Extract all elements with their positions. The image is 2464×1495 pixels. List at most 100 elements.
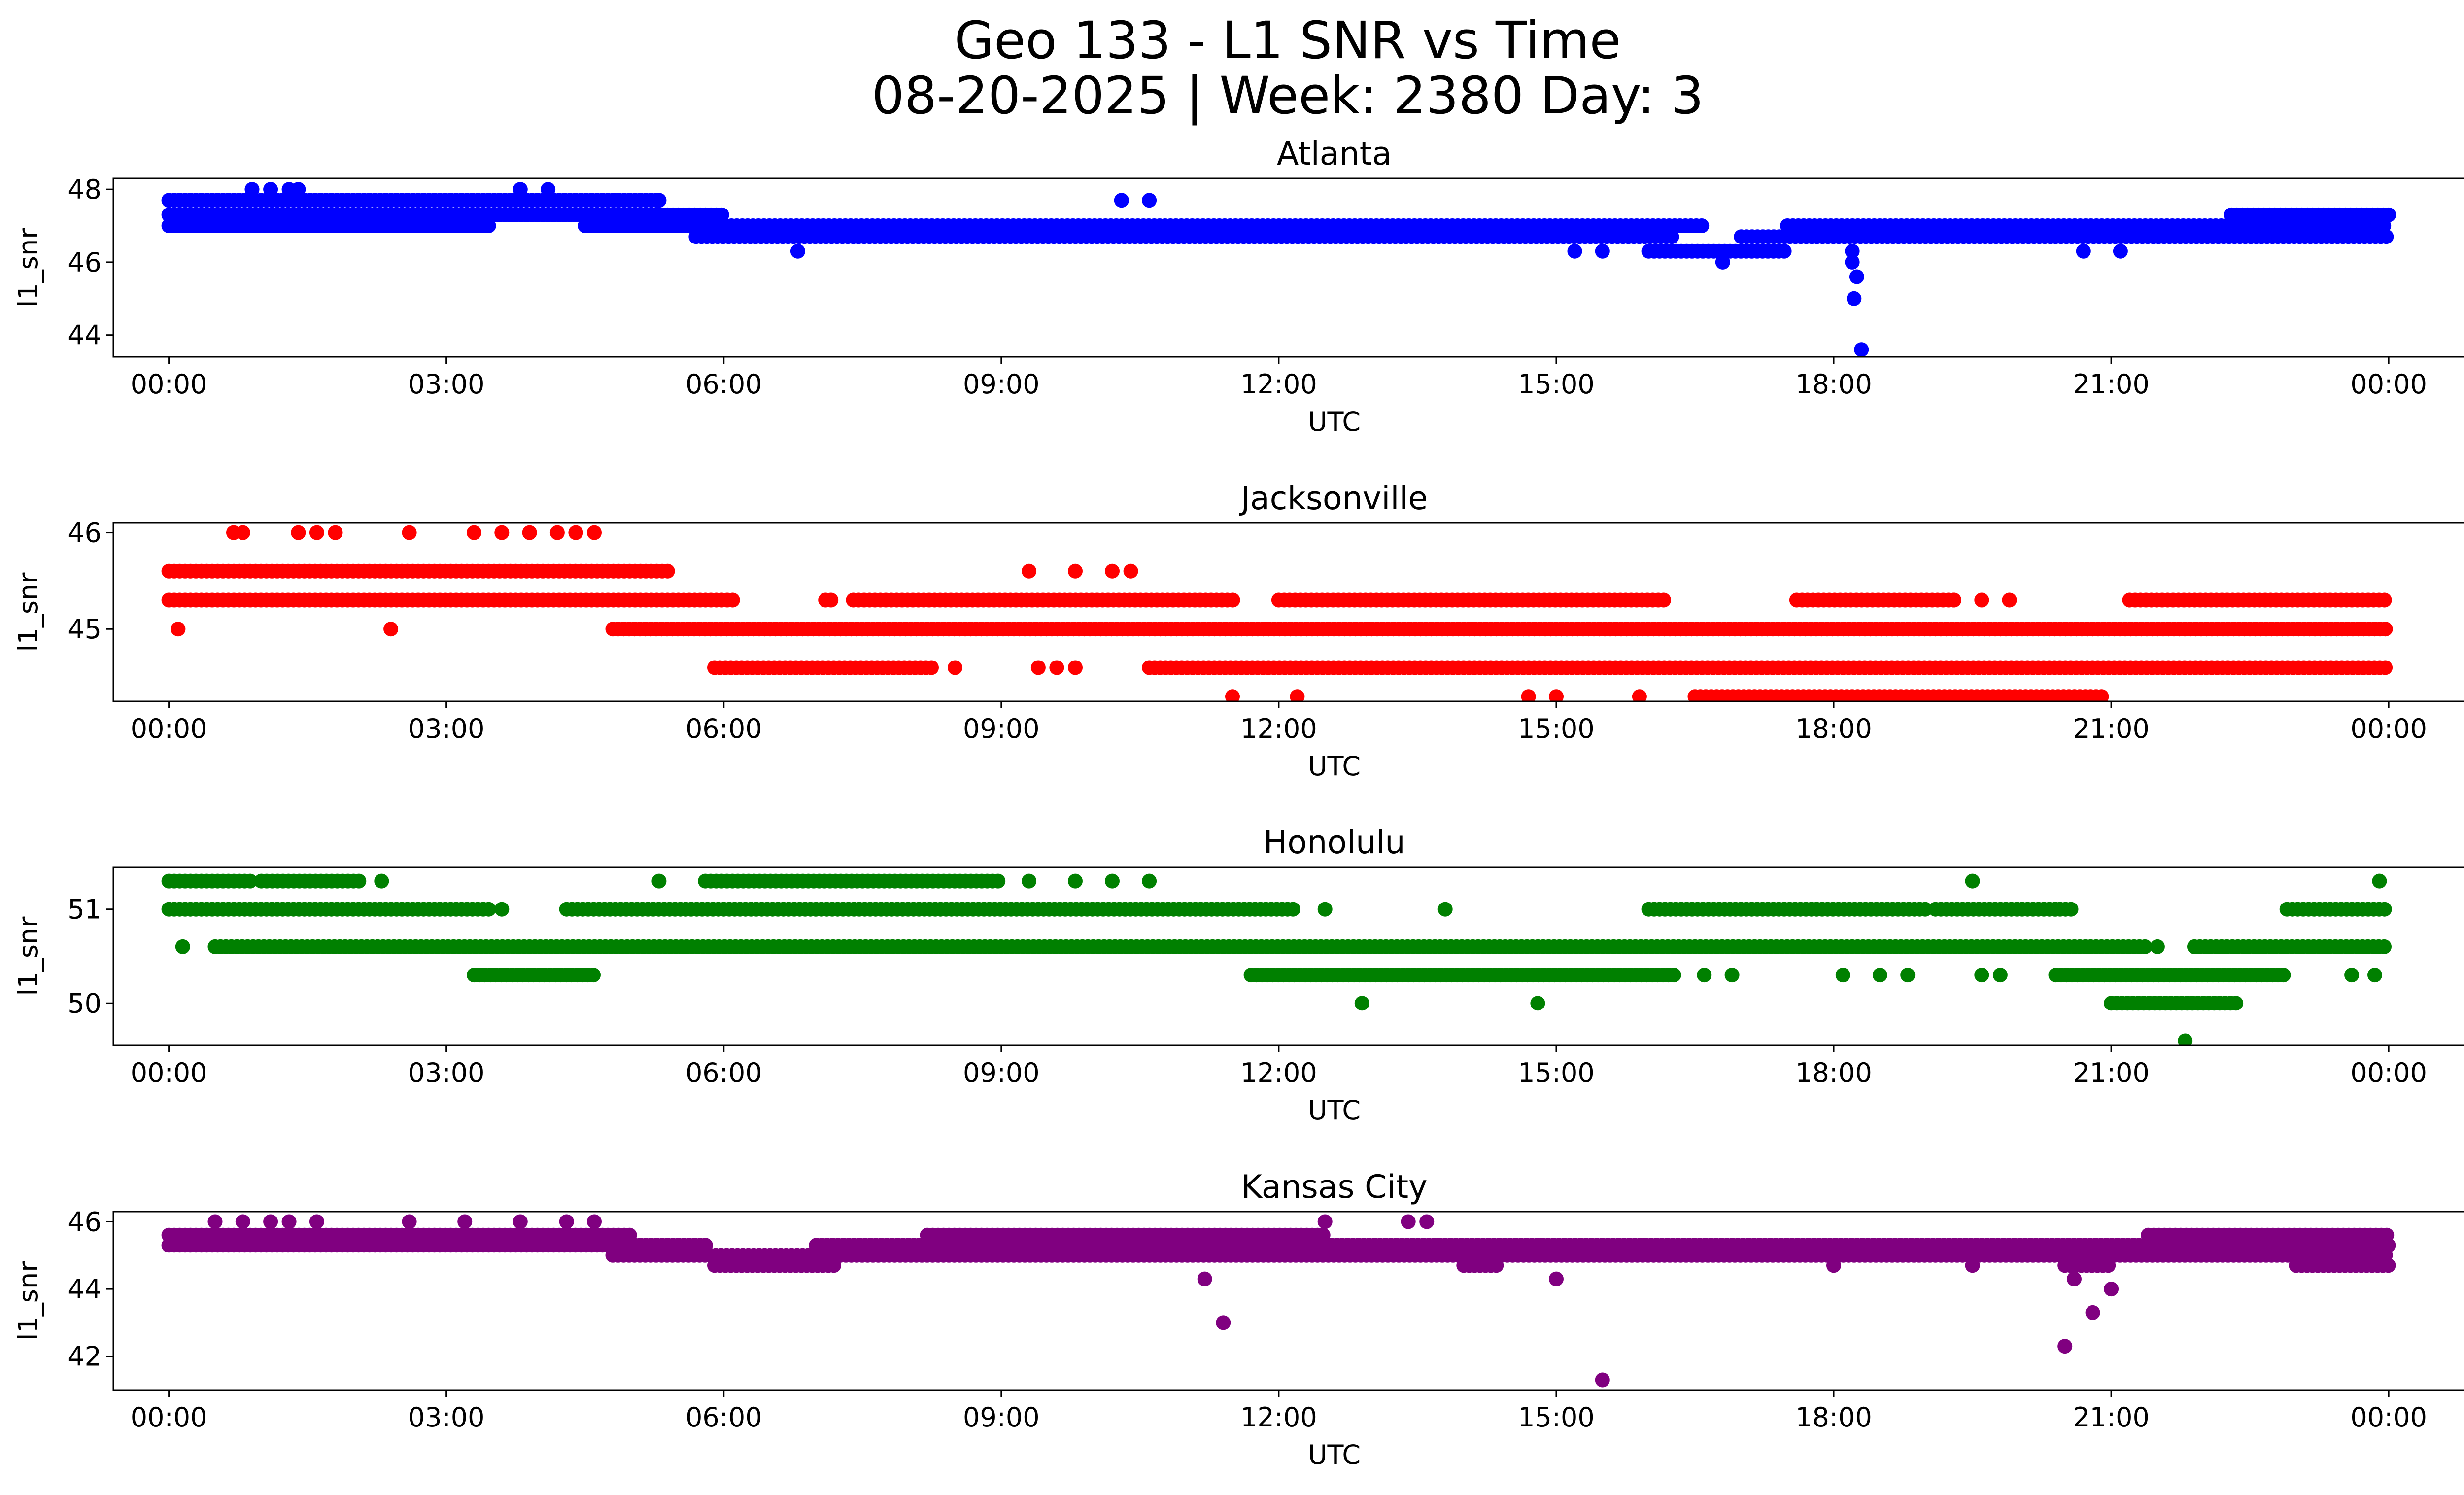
data-point <box>1437 902 1453 917</box>
subplot-jacksonville: Jacksonville 00:00 03:00 06:00 09:00 12:00 15:… <box>13 480 2464 782</box>
data-point <box>1694 218 1710 233</box>
scatter-series <box>161 182 2396 357</box>
data-point <box>481 218 496 233</box>
y-tick-label: 44 <box>68 320 102 351</box>
data-point <box>1974 968 1989 983</box>
x-tick-label: 12:00 <box>1240 713 1317 744</box>
x-tick-label: 03:00 <box>408 1057 485 1088</box>
y-tick-label: 50 <box>68 988 102 1019</box>
data-point <box>1845 254 1860 270</box>
data-point <box>1845 243 1860 259</box>
x-tick-label: 00:00 <box>131 1057 207 1088</box>
data-point <box>1854 342 1869 357</box>
data-point <box>2377 939 2392 954</box>
snr-band-1-seg-3 <box>1928 902 2079 917</box>
data-point <box>1595 243 1610 259</box>
axes-frame <box>112 866 2464 1046</box>
data-point <box>2378 660 2393 675</box>
snr-band-3-seg-0 <box>707 1258 841 1273</box>
data-point <box>1521 689 1536 701</box>
y-axis-label: l1_snr <box>13 1261 44 1341</box>
snr-band-1-seg-2 <box>846 592 1240 608</box>
data-point <box>328 525 343 540</box>
data-point <box>2377 592 2392 608</box>
y-tick-label: 46 <box>68 518 102 549</box>
x-tick-label: 06:00 <box>685 713 762 744</box>
data-point <box>2057 1339 2073 1354</box>
data-point <box>1872 968 1887 983</box>
x-tick-label: 15:00 <box>1518 369 1595 400</box>
data-point <box>291 525 306 540</box>
data-point <box>1835 968 1850 983</box>
data-point <box>494 525 510 540</box>
data-point <box>587 525 602 540</box>
data-point <box>1197 1271 1212 1286</box>
x-tick-label: 21:00 <box>2073 713 2150 744</box>
data-point <box>1225 592 1240 608</box>
data-point <box>235 525 250 540</box>
data-point <box>1022 563 1037 579</box>
data-point <box>651 873 667 889</box>
x-tick-label: 12:00 <box>1240 369 1317 400</box>
data-point <box>1105 563 1120 579</box>
snr-band-3-seg-2 <box>2048 968 2291 983</box>
x-axis-label: UTC <box>1308 1095 1361 1126</box>
data-point <box>1354 996 1369 1011</box>
data-point <box>2067 1271 2082 1286</box>
data-point <box>2372 873 2387 889</box>
snr-band-1-seg-0 <box>161 592 740 608</box>
x-tick-label: 15:00 <box>1518 1057 1595 1088</box>
snr-band-0-seg-2 <box>698 873 1006 889</box>
snr-band-2-seg-0 <box>207 939 2153 954</box>
x-tick-label: 09:00 <box>963 369 1040 400</box>
snr-band-1-seg-1 <box>559 902 1300 917</box>
x-tick-label: 06:00 <box>685 369 762 400</box>
data-point <box>1715 254 1730 270</box>
x-tick-label: 21:00 <box>2073 1057 2150 1088</box>
y-tick-label: 44 <box>68 1274 102 1305</box>
data-point <box>171 622 186 637</box>
data-point <box>374 873 389 889</box>
snr-band-1-seg-2 <box>1641 902 1933 917</box>
snr-band-2-seg-0 <box>161 218 496 233</box>
x-tick-label: 21:00 <box>2073 1402 2150 1433</box>
data-point <box>586 968 601 983</box>
x-axis-label: UTC <box>1308 751 1361 782</box>
data-point <box>587 1214 602 1229</box>
data-point <box>2228 996 2244 1011</box>
data-point <box>351 873 367 889</box>
x-tick-label: 00:00 <box>131 713 207 744</box>
x-tick-label: 15:00 <box>1518 1402 1595 1433</box>
data-point <box>309 1214 324 1229</box>
data-point <box>1216 1315 1231 1330</box>
data-point <box>2113 243 2128 259</box>
data-point <box>2378 622 2393 637</box>
data-point <box>1632 689 1647 701</box>
data-point <box>2381 1258 2396 1273</box>
x-tick-label: 00:00 <box>2350 713 2427 744</box>
data-point <box>1947 592 1961 608</box>
x-tick-label: 00:00 <box>131 369 207 400</box>
subplot-title: Jacksonville <box>1239 480 1428 517</box>
data-point <box>1595 1372 1610 1388</box>
subplot-title: Honolulu <box>1263 824 1405 861</box>
data-point <box>1030 660 1046 675</box>
snr-band-0-seg-0 <box>161 563 675 579</box>
data-point <box>2137 939 2153 954</box>
data-point <box>924 660 939 675</box>
snr-band-1-seg-5 <box>2122 592 2392 608</box>
snr-band-3-seg-0 <box>467 968 601 983</box>
snr-band-4-seg-0 <box>1687 689 2109 701</box>
snr-band-3-seg-2 <box>2057 1258 2116 1273</box>
data-point <box>1285 902 1300 917</box>
data-point <box>790 243 805 259</box>
x-tick-label: 03:00 <box>408 369 485 400</box>
x-tick-label: 18:00 <box>1795 713 1872 744</box>
data-point <box>513 1214 528 1229</box>
data-point <box>1549 1271 1564 1286</box>
data-point <box>1849 269 1864 284</box>
data-point <box>1068 660 1083 675</box>
data-point <box>1900 968 1916 983</box>
snr-band-0-seg-0 <box>161 873 258 889</box>
